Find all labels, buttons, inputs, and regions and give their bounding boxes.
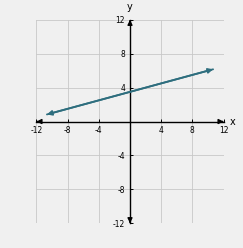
Text: y: y: [127, 2, 133, 12]
Text: x: x: [230, 117, 235, 126]
